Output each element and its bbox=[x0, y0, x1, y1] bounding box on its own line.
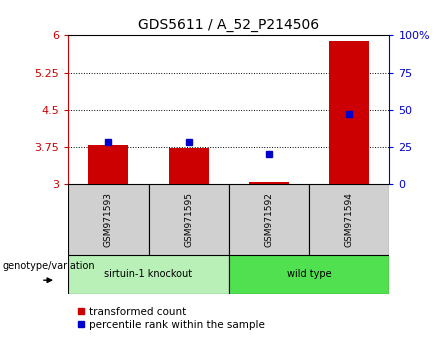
Bar bbox=[309, 184, 389, 255]
Text: wild type: wild type bbox=[287, 269, 331, 279]
Bar bbox=[249, 182, 289, 184]
Bar bbox=[88, 145, 128, 184]
Text: GSM971592: GSM971592 bbox=[264, 192, 273, 247]
Text: GSM971594: GSM971594 bbox=[345, 192, 354, 247]
Bar bbox=[229, 184, 309, 255]
Text: GSM971595: GSM971595 bbox=[184, 192, 193, 247]
Bar bbox=[329, 41, 369, 184]
Bar bbox=[229, 255, 389, 294]
Bar bbox=[148, 184, 229, 255]
Bar bbox=[169, 148, 209, 184]
Text: genotype/variation: genotype/variation bbox=[3, 261, 95, 271]
Title: GDS5611 / A_52_P214506: GDS5611 / A_52_P214506 bbox=[138, 18, 319, 32]
Bar bbox=[68, 255, 229, 294]
Text: GSM971593: GSM971593 bbox=[104, 192, 113, 247]
Text: sirtuin-1 knockout: sirtuin-1 knockout bbox=[104, 269, 193, 279]
Legend: transformed count, percentile rank within the sample: transformed count, percentile rank withi… bbox=[73, 303, 269, 334]
Bar bbox=[68, 184, 148, 255]
